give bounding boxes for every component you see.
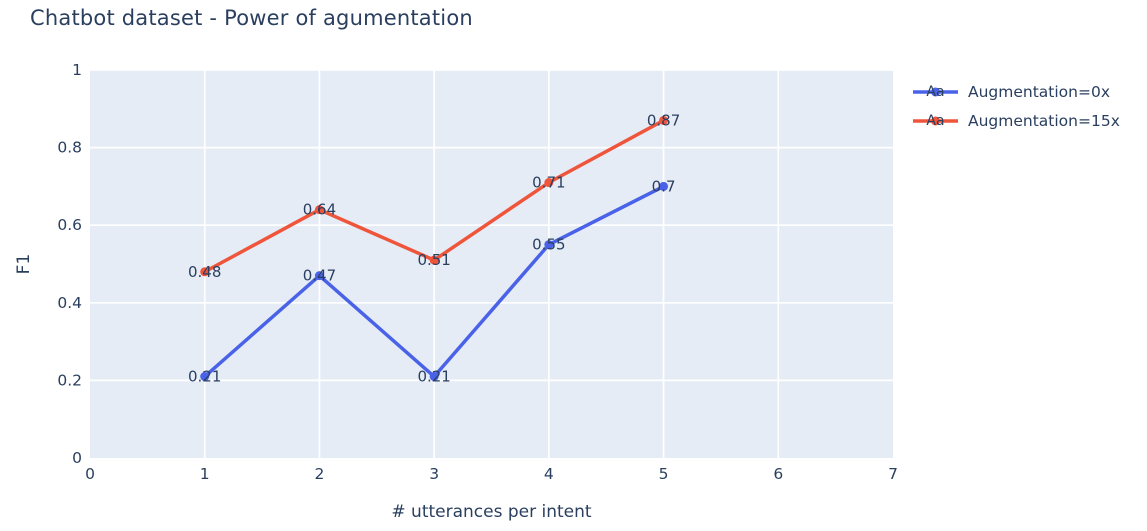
data-point-label: 0.71	[532, 174, 565, 192]
data-point-marker[interactable]	[544, 240, 554, 250]
chart-title: Chatbot dataset - Power of agumentation	[30, 6, 473, 30]
legend-marker	[931, 116, 940, 126]
legend-item[interactable]: Aa Augmentation=15x	[913, 112, 1120, 130]
data-point-marker[interactable]	[200, 267, 210, 277]
data-point-label: 0.87	[647, 111, 680, 129]
x-axis-title: # utterances per intent	[391, 502, 591, 522]
legend-label: Augmentation=0x	[968, 83, 1110, 101]
legend-item[interactable]: Aa Augmentation=0x	[913, 83, 1110, 101]
data-point-marker[interactable]	[429, 372, 439, 382]
x-tick-label: 6	[773, 465, 783, 483]
data-point-marker[interactable]	[200, 372, 210, 382]
data-point-marker[interactable]	[429, 255, 439, 265]
data-point-marker[interactable]	[314, 205, 324, 215]
legend-marker	[931, 87, 940, 97]
plot-area	[90, 70, 893, 458]
data-point-marker[interactable]	[659, 115, 669, 125]
legend-label: Augmentation=15x	[968, 112, 1120, 130]
y-tick-label: 0	[72, 449, 82, 467]
data-point-label: 0.21	[188, 368, 221, 386]
x-tick-label: 3	[429, 465, 439, 483]
data-point-label: 0.47	[303, 267, 336, 285]
y-tick-label: 0.4	[57, 294, 82, 312]
x-tick-label: 2	[314, 465, 324, 483]
data-point-marker[interactable]	[314, 271, 324, 281]
data-point-label: 0.48	[188, 263, 221, 281]
y-tick-label: 0.6	[57, 216, 82, 234]
x-tick-label: 0	[85, 465, 95, 483]
legend-swatch-text: Aa	[926, 84, 944, 100]
data-point-marker[interactable]	[659, 181, 669, 191]
y-tick-label: 0.8	[57, 139, 82, 157]
x-tick-label: 1	[200, 465, 210, 483]
data-point-label: 0.64	[303, 201, 336, 219]
data-point-label: 0.51	[417, 251, 450, 269]
data-point-label: 0.21	[417, 368, 450, 386]
y-tick-label: 0.2	[57, 371, 82, 389]
data-point-label: 0.55	[532, 236, 565, 254]
data-point-marker[interactable]	[544, 178, 554, 188]
x-tick-label: 5	[659, 465, 669, 483]
y-tick-label: 1	[72, 61, 82, 79]
y-axis-title: F1	[14, 254, 34, 275]
x-tick-label: 4	[544, 465, 554, 483]
x-tick-label: 7	[888, 465, 898, 483]
data-point-label: 0.7	[652, 177, 676, 195]
legend-swatch-text: Aa	[926, 113, 944, 129]
